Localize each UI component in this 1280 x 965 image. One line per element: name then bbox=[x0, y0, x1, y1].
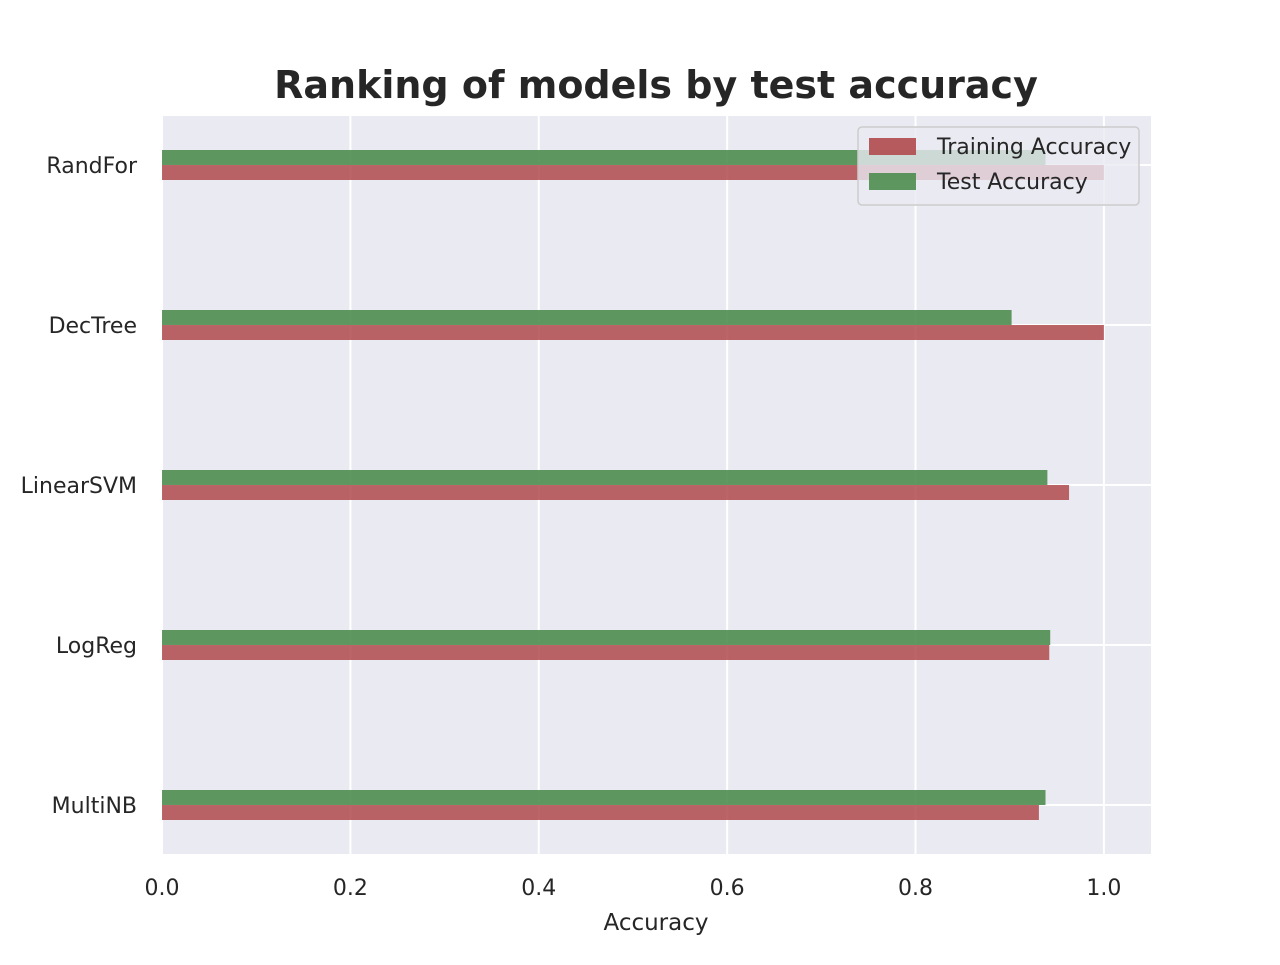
legend-label-0: Training Accuracy bbox=[936, 135, 1131, 160]
x-tick-4: 0.8 bbox=[898, 876, 933, 901]
legend-swatch-1 bbox=[869, 173, 916, 190]
legend-box bbox=[857, 126, 1140, 206]
legend: Training Accuracy Test Accuracy bbox=[857, 126, 1140, 206]
y-tick-dectree: DecTree bbox=[49, 314, 137, 339]
bar-test-dectree bbox=[162, 310, 1012, 325]
x-tick-2: 0.4 bbox=[521, 876, 556, 901]
y-tick-randfor: RandFor bbox=[46, 154, 138, 179]
x-tick-5: 1.0 bbox=[1086, 876, 1121, 901]
x-tick-labels: 0.0 0.2 0.4 0.6 0.8 1.0 bbox=[145, 876, 1122, 901]
y-tick-linearsvm: LinearSVM bbox=[21, 474, 137, 499]
bar-test-logreg bbox=[162, 630, 1051, 645]
y-tick-multinb: MultiNB bbox=[52, 794, 137, 819]
legend-swatch-0 bbox=[869, 138, 916, 155]
bar-training-logreg bbox=[162, 645, 1050, 660]
bar-training-multinb bbox=[162, 805, 1039, 820]
x-axis-label: Accuracy bbox=[603, 910, 708, 936]
bar-test-randfor bbox=[162, 150, 1046, 165]
legend-label-1: Test Accuracy bbox=[936, 170, 1088, 195]
chart-title: Ranking of models by test accuracy bbox=[274, 63, 1038, 107]
y-tick-logreg: LogReg bbox=[56, 634, 137, 659]
bar-test-multinb bbox=[162, 790, 1046, 805]
x-tick-0: 0.0 bbox=[145, 876, 180, 901]
bar-test-linearsvm bbox=[162, 470, 1048, 485]
x-tick-3: 0.6 bbox=[710, 876, 745, 901]
bar-training-linearsvm bbox=[162, 485, 1070, 500]
x-tick-1: 0.2 bbox=[333, 876, 368, 901]
y-tick-labels: RandFor DecTree LinearSVM LogReg MultiNB bbox=[21, 154, 138, 819]
bar-training-dectree bbox=[162, 325, 1104, 340]
